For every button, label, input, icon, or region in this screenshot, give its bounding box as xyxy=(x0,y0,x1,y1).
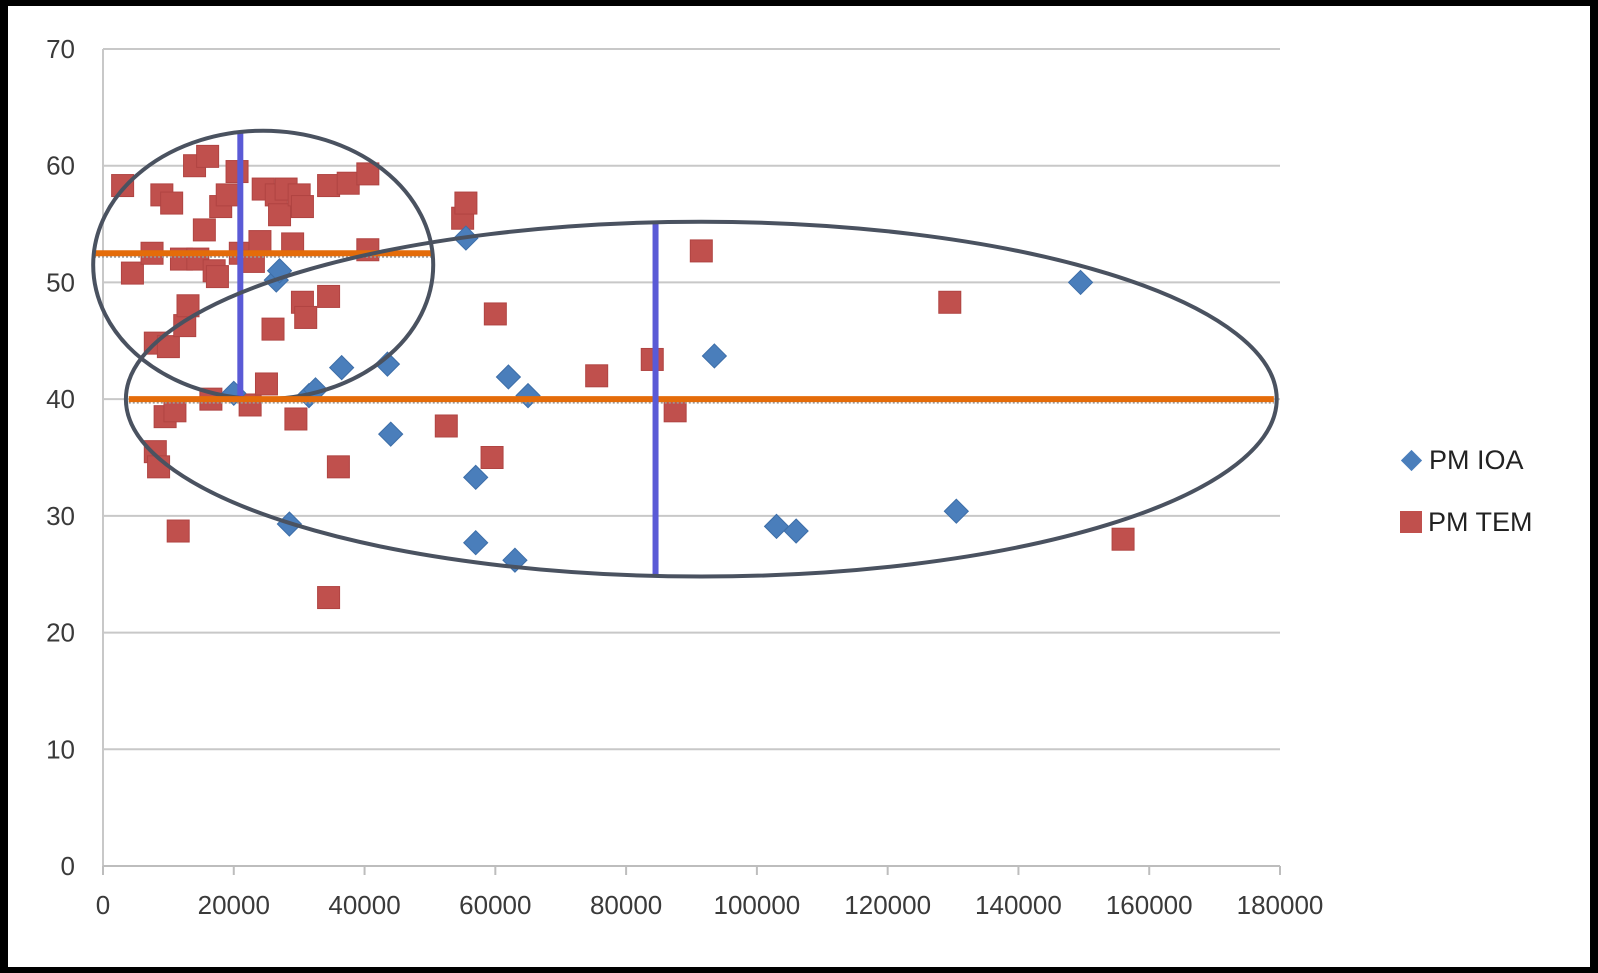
pm-tem-point xyxy=(317,284,341,308)
y-tick-label: 40 xyxy=(46,384,75,414)
scatter-chart: 0 10 20 30 40 50 60 70 0 20000 40000 60000 80000 100… xyxy=(46,34,1324,920)
pm-tem-point xyxy=(248,230,272,254)
pm-tem-point xyxy=(268,203,292,227)
legend-item-pm-tem: PM TEM xyxy=(1400,502,1533,542)
pm-ioa-point xyxy=(495,364,522,390)
square-marker-icon xyxy=(1400,511,1422,533)
pm-tem-point xyxy=(205,265,229,289)
legend: PM IOA PM TEM xyxy=(1400,440,1533,564)
pm-tem-point xyxy=(111,174,135,198)
pm-tem-point xyxy=(480,446,504,469)
y-tick-labels: 0 10 20 30 40 50 60 70 xyxy=(46,34,75,881)
x-tick-labels: 0 20000 40000 60000 80000 100000 120000 140000 1… xyxy=(96,890,1324,920)
x-tick-label: 160000 xyxy=(1106,890,1193,920)
pm-ioa-point xyxy=(763,513,790,540)
y-tick-label: 0 xyxy=(61,851,75,881)
pm-tem-point xyxy=(120,261,144,285)
pm-tem-point xyxy=(317,174,341,198)
pm-tem-point xyxy=(156,335,180,359)
pm-ioa-point xyxy=(374,351,401,377)
pm-ioa-point xyxy=(701,343,728,369)
y-tick-label: 10 xyxy=(46,734,75,764)
pm-tem-point xyxy=(261,317,285,341)
data-points xyxy=(111,144,1135,610)
pm-ioa-point xyxy=(463,464,489,491)
x-tick-label: 60000 xyxy=(459,890,531,920)
pm-tem-point xyxy=(483,302,507,326)
pm-tem-point xyxy=(689,239,713,263)
pm-tem-point xyxy=(192,218,216,242)
x-tick-label: 100000 xyxy=(714,890,801,920)
y-tick-label: 30 xyxy=(46,501,75,531)
diamond-marker-icon xyxy=(1400,449,1423,471)
pm-tem-point xyxy=(336,171,360,195)
pm-tem-point xyxy=(1111,527,1135,551)
axes xyxy=(102,49,1281,875)
x-tick-label: 80000 xyxy=(590,890,662,920)
pm-tem-point xyxy=(317,586,341,610)
pm-tem-point xyxy=(585,364,609,388)
pm-ioa-point xyxy=(328,354,355,381)
pm-tem-point xyxy=(356,162,380,186)
y-tick-label: 70 xyxy=(46,34,75,64)
pm-tem-point xyxy=(326,455,350,479)
pm-ioa-point xyxy=(378,421,404,447)
pm-tem-point xyxy=(454,191,478,215)
y-tick-label: 20 xyxy=(46,618,75,648)
pm-ioa-point xyxy=(943,498,970,524)
chart-frame: 0 10 20 30 40 50 60 70 0 20000 40000 60000 80000 100… xyxy=(8,6,1590,967)
y-tick-label: 60 xyxy=(46,151,75,181)
pm-tem-point xyxy=(938,290,962,314)
pm-tem-point xyxy=(663,399,687,423)
pm-tem-point xyxy=(225,160,249,184)
pm-tem-point xyxy=(294,305,318,329)
legend-label-pm-ioa: PM IOA xyxy=(1429,444,1524,475)
pm-ioa-point xyxy=(1067,269,1094,296)
pm-ioa-point xyxy=(783,518,809,544)
large-cluster-ellipse xyxy=(123,219,1279,579)
cluster-overlays xyxy=(91,128,1279,579)
x-tick-label: 20000 xyxy=(198,890,270,920)
x-tick-label: 40000 xyxy=(328,890,400,920)
x-tick-label: 120000 xyxy=(844,890,931,920)
pm-ioa-point xyxy=(463,529,489,556)
pm-tem-point xyxy=(290,195,314,219)
pm-tem-point xyxy=(254,372,278,396)
x-tick-label: 180000 xyxy=(1237,890,1324,920)
pm-tem-point xyxy=(284,407,308,431)
pm-ioa-point xyxy=(515,382,541,409)
pm-tem-point xyxy=(166,519,190,543)
legend-item-pm-ioa: PM IOA xyxy=(1400,440,1533,480)
x-tick-label: 0 xyxy=(96,890,110,920)
pm-tem-point xyxy=(434,414,458,438)
pm-tem-point xyxy=(196,144,220,168)
legend-label-pm-tem: PM TEM xyxy=(1428,506,1533,537)
pm-tem-point xyxy=(160,191,184,215)
pm-tem-point xyxy=(640,347,664,371)
y-tick-label: 50 xyxy=(46,267,75,297)
pm-tem-point xyxy=(215,183,239,207)
x-tick-label: 140000 xyxy=(975,890,1062,920)
